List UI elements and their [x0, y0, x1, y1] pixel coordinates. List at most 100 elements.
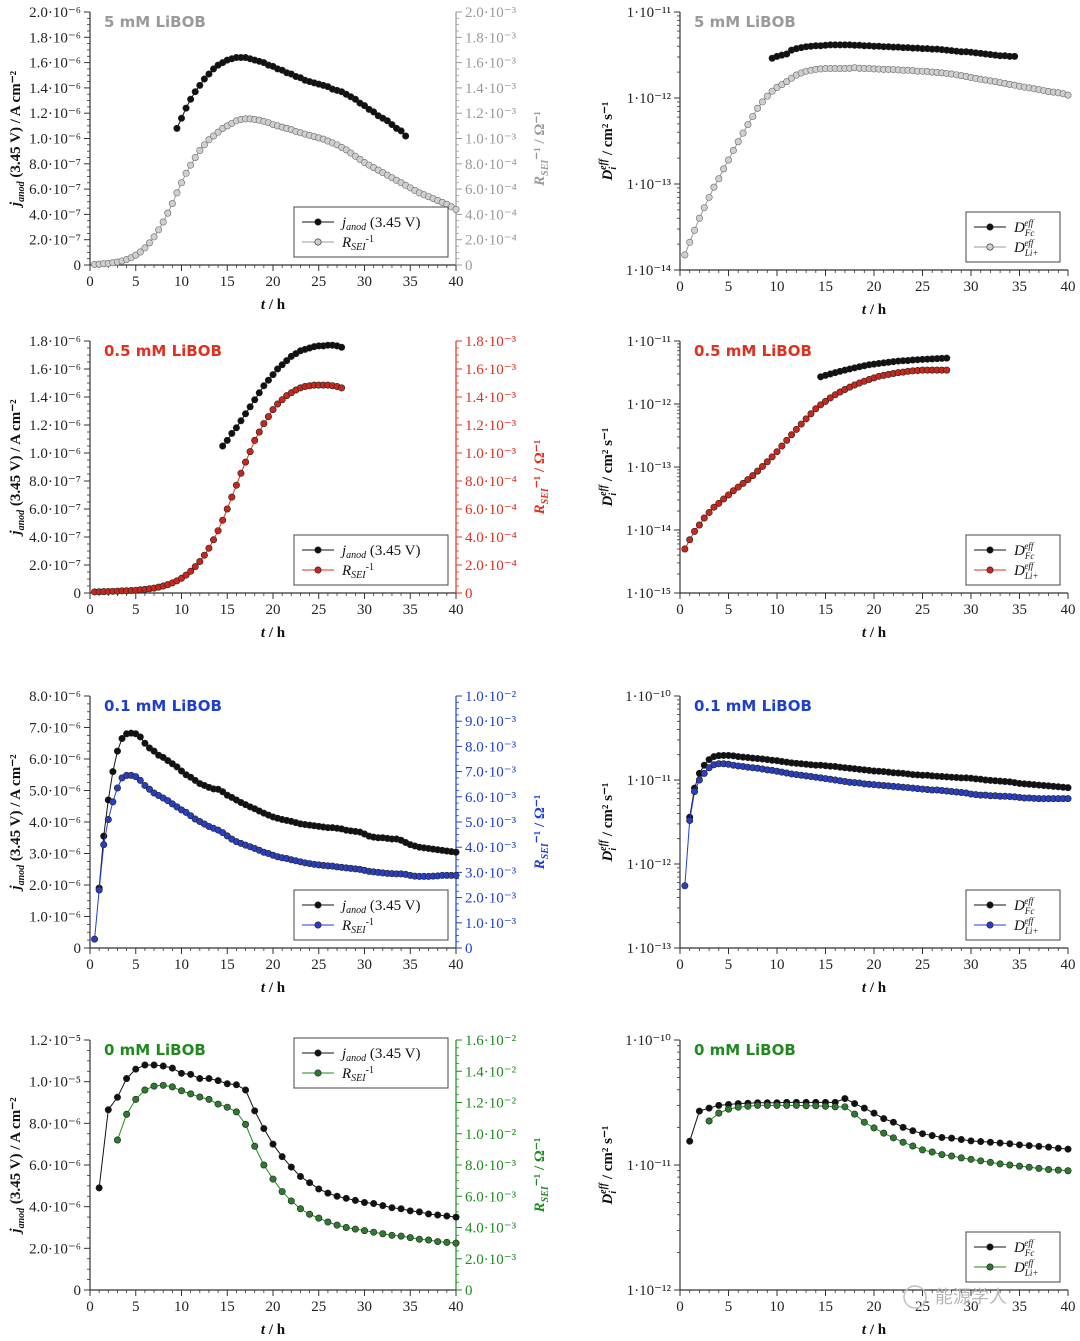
x-tick-label: 30	[357, 1299, 372, 1315]
y-tick-label-left: 1·10⁻¹¹	[627, 1158, 671, 1174]
y-tick-label-left: 1·10⁻¹¹	[627, 5, 671, 21]
data-point	[191, 88, 199, 96]
data-point	[246, 448, 254, 456]
y-tick-label-right: 6.0·10⁻³	[465, 790, 517, 806]
x-tick-label: 0	[86, 957, 94, 973]
data-point	[734, 138, 742, 146]
x-tick-label: 10	[174, 602, 189, 618]
legend: janod (3.45 V)RSEI-1	[293, 534, 449, 586]
y-axis-title-left: Dieff / cm² s⁻¹	[598, 783, 619, 863]
data-point	[287, 1163, 295, 1171]
y-tick-label-left: 1·10⁻¹⁵	[626, 586, 671, 602]
legend-label: janod (3.45 V)	[340, 215, 420, 233]
x-tick-label: 30	[964, 957, 979, 973]
x-tick-label: 30	[357, 274, 372, 290]
data-point	[715, 1109, 723, 1117]
y-tick-label-right: 0	[465, 941, 473, 957]
data-point	[778, 442, 786, 450]
data-point	[812, 405, 820, 413]
data-point	[200, 141, 208, 149]
x-tick-label: 40	[1061, 602, 1076, 618]
panel-title: 0 mM LiBOB	[104, 1041, 206, 1059]
data-point	[948, 1134, 956, 1142]
data-point	[205, 1095, 213, 1103]
legend-marker	[314, 921, 322, 929]
data-point	[251, 396, 259, 404]
x-tick-label: 25	[311, 274, 326, 290]
legend-label: janod (3.45 V)	[340, 543, 420, 561]
data-point	[695, 1107, 703, 1115]
data-point	[242, 410, 250, 418]
x-tick-label: 25	[311, 957, 326, 973]
data-point	[145, 785, 153, 793]
y-tick-label-right: 3.0·10⁻³	[465, 865, 517, 881]
data-point	[1054, 1144, 1062, 1152]
x-tick-label: 35	[1012, 279, 1027, 295]
y-tick-label-right: 2.0·10⁻³	[465, 891, 517, 907]
y-tick-label-left: 6.0·10⁻⁷	[29, 502, 81, 518]
data-point	[219, 442, 227, 450]
data-point	[159, 218, 167, 226]
x-tick-label: 35	[1012, 957, 1027, 973]
data-point	[724, 1105, 732, 1113]
data-point	[452, 1239, 460, 1247]
data-point	[274, 365, 282, 373]
data-point	[232, 1081, 240, 1089]
data-point	[333, 1221, 341, 1229]
data-point	[909, 1142, 917, 1150]
data-point	[783, 78, 791, 86]
y-tick-label-right: 4.0·10⁻⁴	[465, 530, 517, 546]
x-tick-label: 15	[818, 279, 833, 295]
y-tick-label-left: 1·10⁻¹²	[627, 397, 672, 413]
data-point	[150, 233, 158, 241]
y-tick-label-right: 1.4·10⁻²	[465, 1064, 517, 1080]
y-tick-label-left: 1·10⁻¹¹	[627, 334, 671, 350]
data-point	[705, 1104, 713, 1112]
data-point	[315, 1185, 323, 1193]
legend-label: RSEI-1	[341, 234, 374, 253]
legend-marker	[986, 1243, 994, 1251]
data-point	[141, 739, 149, 747]
data-point	[360, 1227, 368, 1235]
x-tick-label: 10	[770, 602, 785, 618]
data-point	[141, 1086, 149, 1094]
y-axis-title-left: Dieff / cm² s⁻¹	[598, 428, 619, 508]
x-tick-label: 15	[220, 602, 235, 618]
data-point	[136, 776, 144, 784]
data-point	[443, 1212, 451, 1220]
y-tick-label-right: 1.8·10⁻³	[465, 334, 517, 350]
legend: janod (3.45 V)RSEI-1	[293, 1037, 449, 1089]
y-tick-label-left: 2.0·10⁻⁶	[29, 1241, 81, 1257]
data-point	[342, 1224, 350, 1232]
y-tick-label-right: 8.0·10⁻³	[465, 1158, 517, 1174]
data-point	[251, 1107, 259, 1115]
data-point	[219, 788, 227, 796]
data-point	[264, 376, 272, 384]
legend: janod (3.45 V)RSEI-1	[293, 889, 449, 941]
x-tick-label: 5	[725, 1299, 733, 1315]
data-point	[232, 1108, 240, 1116]
y-axis-title-left: Dieff / cm² s⁻¹	[598, 102, 619, 182]
data-point	[278, 361, 286, 369]
y-tick-label-left: 1·10⁻¹²	[627, 857, 672, 873]
data-point	[783, 436, 791, 444]
data-point	[187, 161, 195, 169]
legend-label: DFceff	[1013, 896, 1035, 916]
data-point	[141, 1061, 149, 1069]
data-point	[113, 784, 121, 792]
data-point	[402, 132, 410, 140]
data-point	[918, 1146, 926, 1154]
x-tick-label: 10	[770, 1299, 785, 1315]
data-point	[159, 1081, 167, 1089]
data-point	[104, 815, 112, 823]
data-point	[260, 420, 268, 428]
x-tick-label: 40	[449, 274, 464, 290]
y-axis-title-right: RSEI⁻¹ / Ω⁻¹	[532, 1138, 551, 1214]
y-tick-label-left: 1·10⁻¹⁴	[626, 523, 671, 539]
data-point	[425, 1210, 433, 1218]
data-point	[686, 238, 694, 246]
data-point	[792, 1101, 800, 1109]
series-line	[684, 369, 947, 550]
data-point	[205, 1075, 213, 1083]
